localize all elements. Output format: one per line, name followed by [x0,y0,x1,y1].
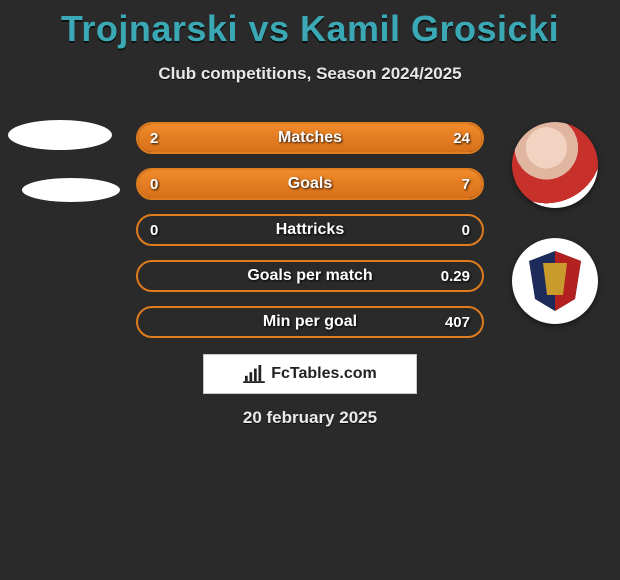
stat-row-hattricks: 0 Hattricks 0 [136,214,484,246]
comparison-card: Trojnarski vs Kamil Grosicki Club compet… [0,0,620,580]
stat-value-right: 24 [453,124,470,152]
stat-value-right: 0.29 [441,262,470,290]
club-left-avatar [22,178,120,202]
subtitle: Club competitions, Season 2024/2025 [0,64,620,84]
stat-row-goals-per-match: Goals per match 0.29 [136,260,484,292]
page-title: Trojnarski vs Kamil Grosicki [0,0,620,50]
stat-row-matches: 2 Matches 24 [136,122,484,154]
player-right-avatar [512,122,598,208]
bar-chart-icon [243,365,265,383]
source-label: FcTables.com [271,365,377,383]
stat-label: Hattricks [138,216,482,244]
source-link[interactable]: FcTables.com [203,354,417,394]
stat-row-min-per-goal: Min per goal 407 [136,306,484,338]
stat-value-right: 7 [462,170,470,198]
club-crest-icon [525,249,585,313]
stat-bars: 2 Matches 24 0 Goals 7 0 Hattricks 0 Goa… [136,122,484,352]
stat-value-right: 407 [445,308,470,336]
stat-label: Goals per match [138,262,482,290]
club-right-badge [512,238,598,324]
snapshot-date: 20 february 2025 [0,408,620,428]
player-left-avatar [8,120,112,150]
stat-label: Min per goal [138,308,482,336]
stat-value-right: 0 [462,216,470,244]
stat-row-goals: 0 Goals 7 [136,168,484,200]
stat-label: Matches [138,124,482,152]
stat-label: Goals [138,170,482,198]
